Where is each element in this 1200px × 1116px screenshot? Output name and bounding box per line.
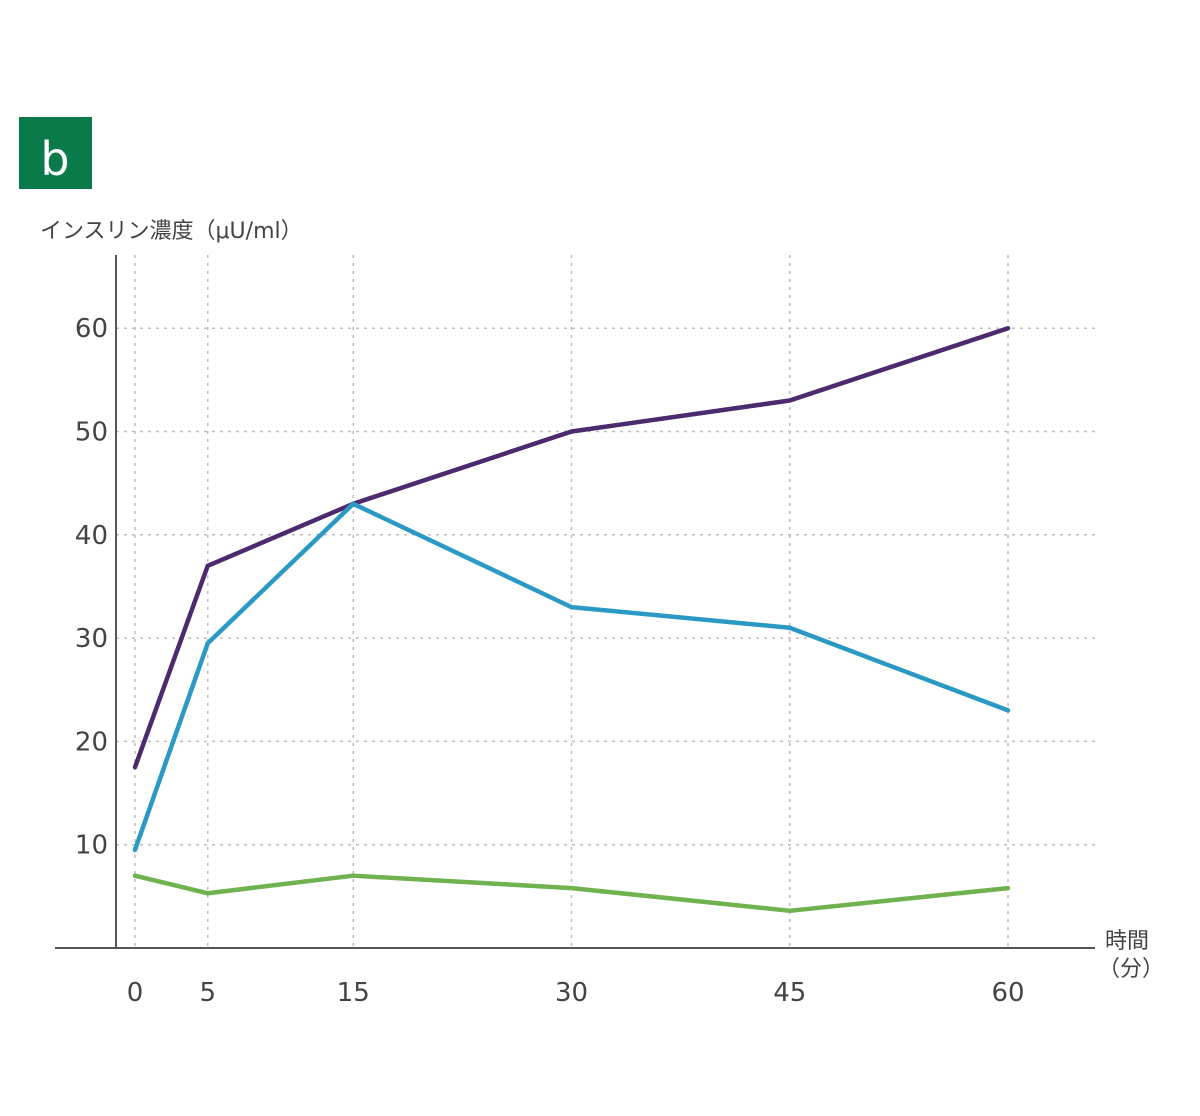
x-tick-label: 5 — [199, 978, 216, 1008]
y-tick-label: 20 — [75, 727, 108, 757]
y-tick-label: 60 — [75, 314, 108, 344]
y-tick-label: 10 — [75, 831, 108, 861]
series-lines — [132, 325, 1011, 914]
x-tick-label: 45 — [773, 978, 806, 1008]
y-tick-label: 30 — [75, 624, 108, 654]
y-tick-label: 40 — [75, 521, 108, 551]
x-tick-label: 15 — [337, 978, 370, 1008]
x-tick-label: 0 — [127, 978, 144, 1008]
panel-label: b — [40, 132, 69, 186]
tick-labels: 10 20 30 40 50 60 0 5 15 30 45 60 — [75, 314, 1025, 1008]
x-axis-label-line: （分） — [1098, 957, 1164, 982]
grid — [116, 255, 1100, 948]
series-line-3 — [132, 873, 1011, 914]
series-line-1 — [132, 325, 1011, 770]
x-tick-label: 60 — [991, 978, 1024, 1008]
x-axis-label: 時間 （分） — [1098, 929, 1164, 982]
axes — [55, 255, 1095, 949]
panel-badge — [19, 117, 92, 189]
x-axis-label-line: 時間 — [1105, 929, 1149, 954]
y-axis-label: インスリン濃度（μU/ml） — [40, 219, 303, 244]
x-tick-label: 30 — [555, 978, 588, 1008]
y-tick-label: 50 — [75, 418, 108, 448]
series-line-2 — [132, 501, 1011, 853]
